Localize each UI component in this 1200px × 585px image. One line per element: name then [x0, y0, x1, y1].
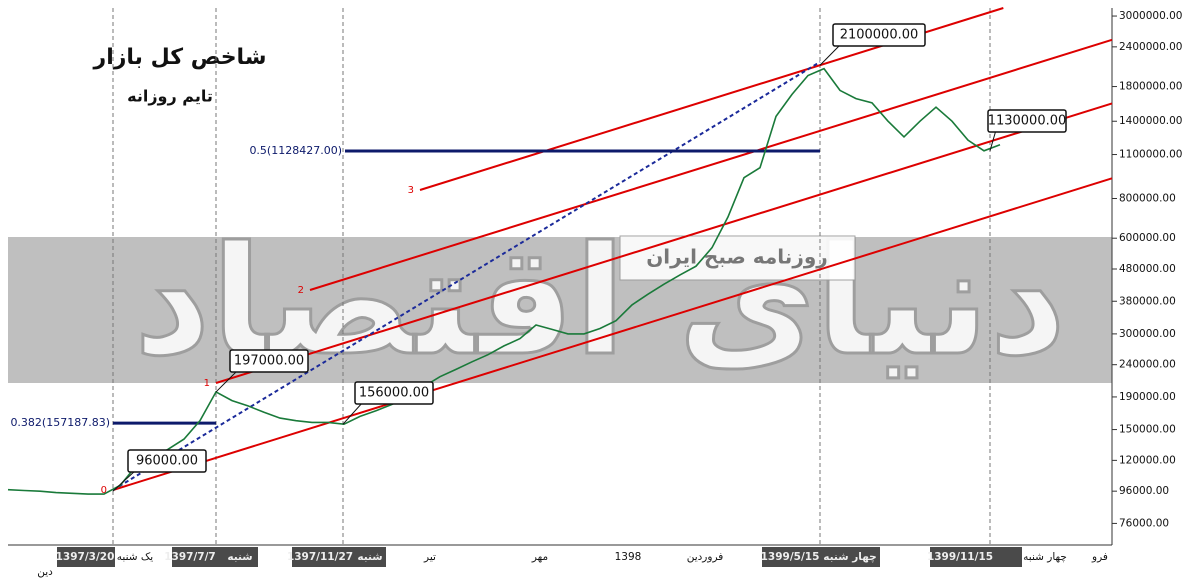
x-tick-label: تیر [423, 551, 436, 563]
y-tick-label: 190000.00 [1119, 391, 1176, 403]
callout-box [127, 449, 207, 473]
x-tick-label: 1397/3/20 [56, 551, 115, 563]
y-tick-label: 1400000.00 [1119, 115, 1182, 127]
callout-box [987, 109, 1067, 133]
date-box [762, 547, 880, 567]
y-tick-label: 1100000.00 [1119, 149, 1182, 161]
callout-pointer [112, 469, 137, 492]
fib-label: 0.5(1128427.00) [249, 144, 342, 157]
callout-label: 96000.00 [136, 454, 198, 469]
date-box [930, 547, 1022, 567]
channel-label: 1 [204, 378, 210, 389]
y-tick-label: 1800000.00 [1119, 81, 1182, 93]
x-tick-label: یک شنبه [117, 551, 153, 563]
x-tick-label: 1398 [615, 551, 642, 563]
callout-box [354, 381, 434, 405]
callout-pointer [819, 43, 842, 66]
y-tick-label: 150000.00 [1119, 424, 1176, 436]
channel-line [112, 177, 1113, 491]
fib-label: 0.382(157187.83) [10, 416, 110, 429]
x-tick-label: فرو [1091, 551, 1108, 563]
callout-box [832, 23, 926, 47]
channel-line [309, 38, 1113, 291]
callout-pointer [989, 129, 997, 151]
callout-box [229, 349, 309, 373]
y-tick-label: 800000.00 [1119, 192, 1176, 204]
x-tick-label: 1397/11/27 [287, 551, 353, 563]
watermark-band [8, 237, 1112, 383]
x-tick-label: فروردین [687, 551, 724, 563]
x-tick-label: 1397/7/7 [164, 551, 216, 563]
callout-pointer [342, 401, 364, 425]
date-box [57, 547, 115, 567]
callout-label: 156000.00 [359, 386, 429, 401]
callout-label: 197000.00 [234, 354, 304, 369]
date-box [292, 547, 386, 567]
y-tick-label: 300000.00 [1119, 328, 1176, 340]
y-tick-label: 600000.00 [1119, 232, 1176, 244]
x-tick-label: شنبه [357, 551, 382, 563]
y-tick-label: 96000.00 [1119, 485, 1169, 497]
y-tick-label: 480000.00 [1119, 263, 1176, 275]
x-tick-label: چهار شنبه [823, 551, 876, 563]
y-tick-label: 3000000.00 [1119, 10, 1182, 22]
y-tick-label: 120000.00 [1119, 454, 1176, 466]
x-tick-label: دین [37, 566, 53, 578]
callout-pointer [215, 369, 239, 393]
callout-label: 1130000.00 [988, 114, 1067, 129]
channel-label: 0 [101, 485, 107, 496]
chart-title: شاخص کل بازار [93, 45, 267, 70]
chart-subtitle: تایم روزانه [127, 87, 213, 106]
x-tick-label: مهر [531, 551, 548, 563]
x-tick-label: شنبه [227, 551, 252, 563]
x-tick-label: چهار شنبه [1023, 551, 1067, 563]
price-line [7, 67, 1001, 495]
watermark-box [619, 235, 856, 281]
y-tick-label: 2400000.00 [1119, 41, 1182, 53]
callout-label: 2100000.00 [840, 28, 919, 43]
projection [112, 61, 821, 491]
watermark-sub: روزنامه صبح ایران [646, 245, 828, 269]
channel-label: 2 [298, 285, 304, 296]
y-tick-label: 240000.00 [1119, 359, 1176, 371]
channel-label: 3 [408, 185, 414, 196]
y-tick-label: 76000.00 [1119, 517, 1169, 529]
x-tick-label: 1399/11/15 [927, 551, 993, 563]
x-tick-label: 1399/5/15 [761, 551, 820, 563]
y-tick-label: 380000.00 [1119, 295, 1176, 307]
date-box [172, 547, 258, 567]
